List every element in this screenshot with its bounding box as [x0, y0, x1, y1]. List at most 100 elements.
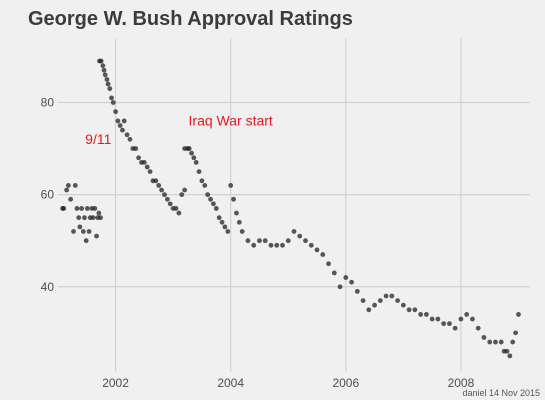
data-point [120, 127, 125, 133]
data-point [65, 183, 71, 188]
data-point [262, 238, 268, 244]
data-point [513, 330, 519, 336]
data-point [79, 206, 84, 211]
data-point [418, 312, 424, 317]
data-point [202, 183, 208, 188]
data-point [208, 196, 213, 202]
data-point [470, 316, 475, 322]
data-point [257, 238, 262, 244]
data-point [90, 215, 96, 221]
data-point [320, 252, 326, 257]
data-point [377, 298, 383, 303]
data-point [303, 238, 308, 244]
data-point [228, 183, 234, 188]
data-point [236, 219, 242, 225]
data-point [141, 159, 147, 165]
data-point [447, 321, 452, 327]
data-point [251, 242, 257, 248]
data-point [124, 132, 130, 138]
data-point [113, 109, 118, 115]
data-point [100, 63, 106, 69]
annotation-iraq-war-start: Iraq War start [189, 113, 273, 129]
data-point [61, 206, 67, 211]
data-point [64, 187, 70, 193]
data-point [117, 123, 123, 128]
data-point [121, 118, 127, 124]
data-point [72, 183, 78, 188]
data-point [475, 325, 481, 331]
data-point [196, 169, 202, 175]
data-point [107, 86, 113, 92]
data-point [213, 206, 219, 211]
data-point [245, 238, 251, 244]
data-point [354, 288, 360, 294]
data-point [343, 275, 349, 280]
data-point [441, 321, 447, 327]
data-point [234, 210, 239, 216]
data-point [189, 150, 194, 156]
data-point [77, 224, 83, 230]
data-point [372, 302, 377, 308]
data-point [164, 196, 170, 202]
data-point [109, 95, 114, 101]
data-point [83, 238, 89, 244]
data-point [167, 201, 173, 207]
data-point [199, 178, 205, 184]
data-point [105, 81, 111, 87]
data-point [395, 298, 401, 303]
data-point [186, 146, 192, 151]
data-point [510, 339, 516, 345]
data-point [337, 284, 343, 290]
data-point [84, 206, 90, 211]
data-point [205, 192, 211, 198]
data-point [435, 316, 441, 322]
data-point [400, 302, 406, 308]
data-point [225, 229, 231, 234]
data-point [68, 196, 74, 202]
data-point [80, 229, 86, 234]
x-tick-label: 2008 [448, 376, 475, 390]
x-tick-label: 2002 [102, 376, 129, 390]
data-point [507, 353, 513, 359]
x-tick-label: 2004 [217, 376, 244, 390]
data-point [86, 229, 92, 234]
data-point [92, 206, 98, 211]
credit-text: daniel 14 Nov 2015 [462, 388, 540, 398]
data-point [326, 261, 331, 267]
data-point [280, 242, 285, 248]
data-point [71, 229, 76, 234]
data-point [153, 178, 159, 184]
data-point [176, 210, 182, 216]
data-point [331, 270, 337, 276]
data-point [98, 215, 103, 221]
data-point [274, 242, 280, 248]
data-point [127, 136, 133, 142]
data-point [222, 224, 228, 230]
data-point [349, 279, 354, 285]
data-point [366, 307, 372, 313]
data-point [147, 169, 153, 175]
data-point [216, 215, 222, 221]
y-tick-label: 80 [41, 95, 55, 109]
data-point [219, 219, 225, 225]
data-point [493, 339, 498, 345]
data-point [360, 298, 366, 303]
data-point [96, 210, 102, 216]
data-point [94, 233, 99, 239]
data-point [231, 196, 236, 202]
data-point [74, 206, 80, 211]
data-point [314, 247, 320, 253]
data-point [297, 233, 303, 239]
data-point [389, 293, 395, 299]
axis-tick-labels: 2002 2004 2006 2008 40 60 80 [41, 95, 475, 390]
data-point [291, 229, 297, 234]
data-point [423, 312, 429, 317]
data-point [156, 183, 162, 188]
data-point [193, 159, 199, 165]
data-point [239, 229, 245, 234]
y-tick-label: 40 [41, 280, 55, 294]
data-point [516, 312, 521, 317]
data-point [383, 293, 389, 299]
data-point [162, 192, 167, 198]
